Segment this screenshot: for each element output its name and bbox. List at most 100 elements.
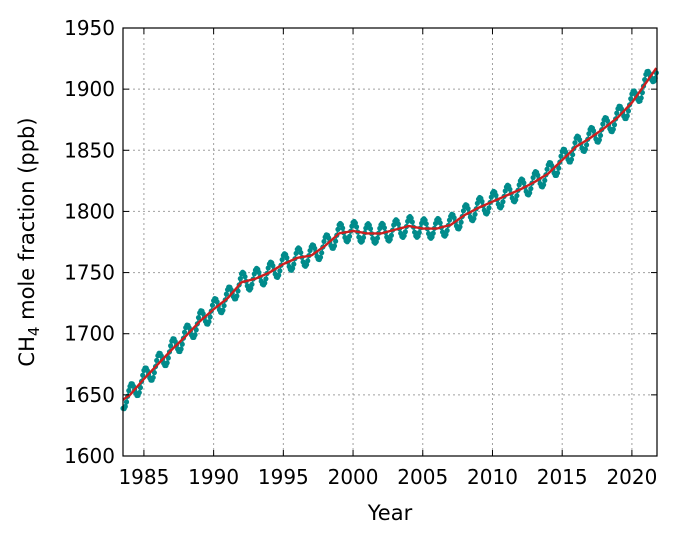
monthly-data-point <box>401 233 407 239</box>
y-tick-label: 1800 <box>64 199 115 223</box>
monthly-data-point <box>568 156 575 163</box>
monthly-data-point <box>360 234 367 241</box>
monthly-data-point <box>387 236 393 242</box>
plot-area <box>120 67 659 412</box>
y-tick-label: 1700 <box>64 322 115 346</box>
monthly-data-point <box>249 281 255 287</box>
y-axis-title-rest: mole fraction (ppb) <box>15 117 39 326</box>
monthly-data-point <box>256 269 262 276</box>
y-tick-label: 1600 <box>64 444 115 468</box>
monthly-data-point <box>154 357 160 364</box>
monthly-data-point <box>572 140 578 146</box>
monthly-data-point <box>263 276 269 282</box>
monthly-data-point <box>596 137 602 143</box>
monthly-data-point <box>136 390 142 396</box>
monthly-data-point <box>137 385 144 391</box>
monthly-data-point <box>458 219 464 225</box>
monthly-data-point <box>150 374 156 381</box>
monthly-data-point <box>319 250 325 256</box>
monthly-data-point <box>206 319 212 325</box>
monthly-data-point <box>514 193 520 199</box>
monthly-data-point <box>331 243 338 249</box>
y-axis-title-main: CH <box>15 336 39 366</box>
monthly-data-point <box>402 229 408 235</box>
monthly-data-point <box>541 182 547 188</box>
axis-ticks: 1985 1990 1995 2000 2005 2010 2015 2020 1600 1650… <box>64 16 657 489</box>
monthly-data-point <box>493 192 499 198</box>
monthly-data-point <box>151 370 157 376</box>
monthly-data-point <box>556 165 562 171</box>
monthly-data-point <box>597 132 604 139</box>
monthly-data-point <box>181 329 188 335</box>
monthly-data-point <box>395 221 401 227</box>
monthly-data-point <box>502 188 508 194</box>
monthly-data-point <box>265 265 271 271</box>
monthly-data-point <box>485 209 491 215</box>
y-tick-label: 1900 <box>64 77 115 101</box>
monthly-data-point <box>209 302 216 308</box>
monthly-data-point <box>140 372 146 378</box>
x-tick-label: 2020 <box>606 465 657 489</box>
monthly-data-point <box>221 303 227 309</box>
monthly-data-point <box>381 225 388 231</box>
x-tick-label: 1985 <box>118 465 169 489</box>
monthly-data-point <box>326 235 332 241</box>
monthly-data-point <box>558 153 564 159</box>
monthly-data-point <box>123 399 130 405</box>
x-tick-label: 2010 <box>467 465 518 489</box>
x-axis-title: Year <box>367 501 413 525</box>
monthly-data-point <box>164 360 170 366</box>
monthly-data-point <box>444 227 450 234</box>
monthly-data-point <box>178 346 184 352</box>
y-tick-label: 1950 <box>64 16 115 40</box>
monthly-data-point <box>614 110 620 116</box>
monthly-data-point <box>437 220 443 226</box>
monthly-data-point <box>590 128 597 134</box>
monthly-data-point <box>298 249 304 256</box>
monthly-data-point <box>346 233 353 239</box>
x-tick-label: 1990 <box>188 465 239 489</box>
monthly-data-point <box>500 199 506 205</box>
monthly-data-point <box>416 230 422 236</box>
monthly-data-point <box>214 299 220 305</box>
monthly-data-point <box>168 343 174 349</box>
monthly-data-point <box>583 142 590 148</box>
monthly-data-point <box>237 276 243 282</box>
monthly-data-point <box>340 225 346 231</box>
monthly-data-point <box>317 254 324 260</box>
monthly-data-point <box>321 238 327 245</box>
monthly-data-point <box>586 131 592 137</box>
monthly-data-point <box>333 238 339 244</box>
y-axis-title: CH4 mole fraction (ppb) <box>15 117 43 366</box>
monthly-data-point <box>423 221 429 227</box>
monthly-data-point <box>499 203 505 209</box>
monthly-data-point <box>465 205 471 212</box>
monthly-data-point <box>443 231 449 238</box>
y-tick-label: 1750 <box>64 261 115 285</box>
monthly-data-point <box>600 121 606 127</box>
monthly-data-point <box>507 186 513 192</box>
monthly-data-point <box>291 261 297 267</box>
monthly-data-point <box>577 137 583 143</box>
x-tick-label: 2005 <box>397 465 448 489</box>
monthly-data-point <box>530 175 536 181</box>
y-axis-title-subscript: 4 <box>25 327 43 337</box>
monthly-data-point <box>305 258 311 264</box>
monthly-data-point <box>279 257 285 263</box>
monthly-data-point <box>430 230 436 236</box>
monthly-data-point <box>293 250 299 256</box>
monthly-data-point <box>367 226 374 232</box>
monthly-data-point <box>193 327 199 333</box>
monthly-data-point <box>513 197 519 203</box>
monthly-data-point <box>335 226 341 232</box>
monthly-data-point <box>474 200 480 206</box>
monthly-data-point <box>409 219 415 225</box>
monthly-data-point <box>611 122 618 128</box>
monthly-data-point <box>234 293 240 299</box>
monthly-data-point <box>192 332 198 338</box>
monthly-data-point <box>374 235 381 241</box>
monthly-data-point <box>521 180 527 186</box>
monthly-data-point <box>625 108 632 114</box>
monthly-data-point <box>628 96 634 102</box>
monthly-data-point <box>270 263 276 269</box>
